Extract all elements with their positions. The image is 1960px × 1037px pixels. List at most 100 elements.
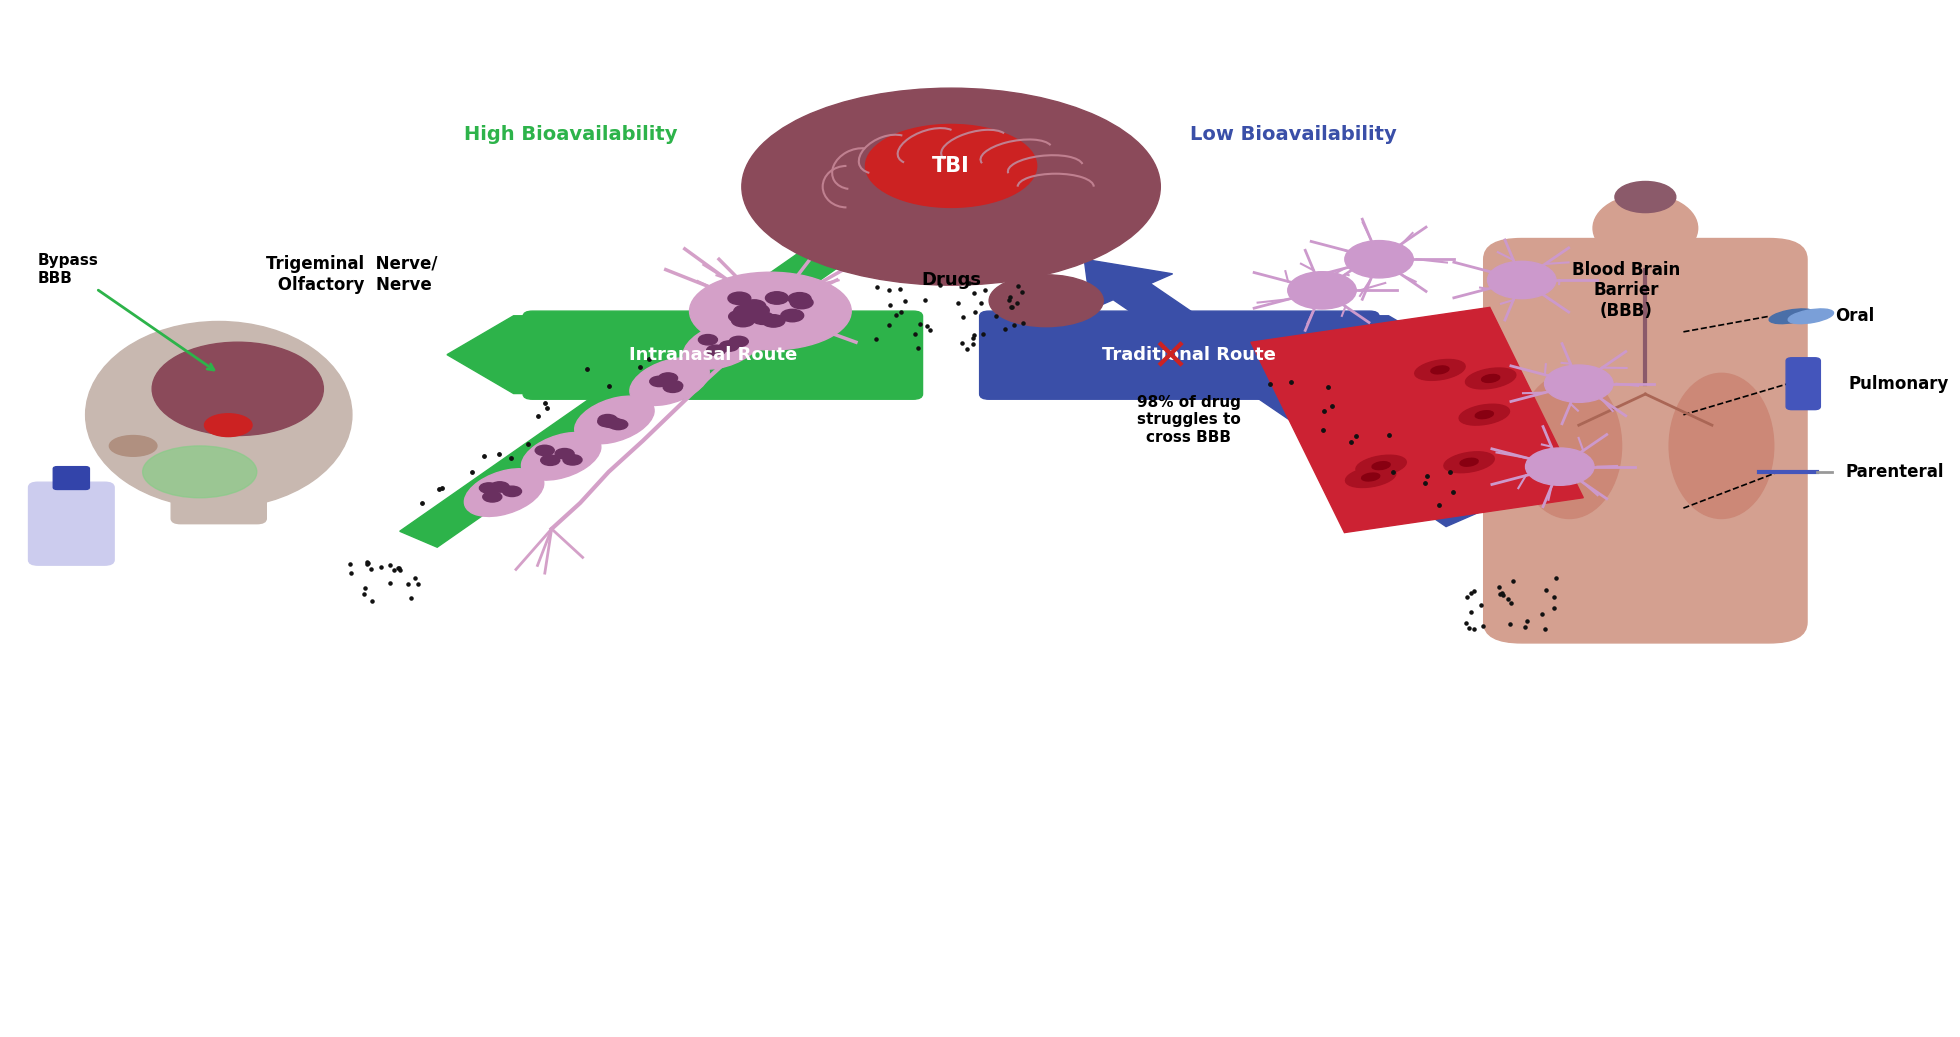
Point	[351, 556, 382, 572]
Ellipse shape	[204, 414, 253, 437]
Text: Parenteral: Parenteral	[1844, 463, 1944, 481]
Point	[1311, 379, 1343, 395]
Circle shape	[1544, 365, 1613, 402]
Point	[1335, 433, 1366, 450]
Point	[1435, 464, 1466, 480]
Circle shape	[1288, 272, 1356, 309]
Point	[994, 289, 1025, 306]
Point	[862, 279, 894, 296]
Point	[353, 555, 384, 571]
Ellipse shape	[1788, 309, 1833, 324]
Circle shape	[659, 373, 678, 384]
Point	[947, 335, 978, 352]
FancyBboxPatch shape	[171, 472, 267, 524]
Ellipse shape	[1458, 404, 1509, 425]
Ellipse shape	[629, 358, 710, 405]
Point	[351, 554, 382, 570]
Text: Low Bioavailability: Low Bioavailability	[1190, 125, 1397, 144]
Ellipse shape	[1445, 452, 1494, 473]
Point	[1458, 620, 1490, 637]
Circle shape	[790, 297, 813, 309]
Circle shape	[729, 310, 751, 323]
Point	[1307, 422, 1339, 439]
Ellipse shape	[1615, 181, 1676, 213]
Ellipse shape	[741, 88, 1160, 285]
Point	[860, 331, 892, 347]
Ellipse shape	[153, 342, 323, 436]
Point	[947, 308, 978, 325]
Circle shape	[788, 292, 811, 305]
Ellipse shape	[143, 446, 257, 498]
Point	[1495, 594, 1527, 611]
Point	[1486, 585, 1517, 601]
FancyBboxPatch shape	[523, 311, 923, 399]
Point	[374, 574, 406, 591]
Point	[1494, 590, 1525, 607]
Ellipse shape	[1476, 411, 1494, 419]
FancyBboxPatch shape	[1786, 358, 1821, 410]
Text: Traditional Route: Traditional Route	[1102, 345, 1276, 364]
Ellipse shape	[574, 396, 655, 444]
Point	[994, 291, 1025, 308]
Ellipse shape	[465, 469, 543, 516]
Text: Bypass
BBB: Bypass BBB	[37, 253, 214, 370]
Ellipse shape	[990, 275, 1103, 327]
Circle shape	[602, 418, 621, 428]
Text: Blood Brain
Barrier
(BBB): Blood Brain Barrier (BBB)	[1572, 260, 1680, 320]
Circle shape	[490, 482, 510, 493]
Point	[392, 576, 423, 592]
Text: TBI: TBI	[933, 156, 970, 176]
Circle shape	[502, 486, 521, 497]
Point	[1276, 373, 1307, 390]
Point	[1374, 426, 1405, 443]
Point	[1484, 579, 1515, 595]
Point	[874, 281, 906, 298]
Point	[968, 326, 1000, 342]
Point	[1484, 586, 1515, 602]
Ellipse shape	[1362, 473, 1380, 481]
Point	[958, 327, 990, 343]
Circle shape	[610, 419, 627, 429]
Point	[349, 580, 380, 596]
Circle shape	[662, 382, 682, 392]
Point	[970, 281, 1002, 298]
Point	[512, 436, 543, 452]
Point	[335, 556, 367, 572]
Text: Intranasal Route: Intranasal Route	[629, 345, 798, 364]
Text: Trigeminal  Nerve/
 Olfactory  Nerve: Trigeminal Nerve/ Olfactory Nerve	[267, 255, 437, 295]
Circle shape	[747, 304, 768, 316]
Text: Pulmonary: Pulmonary	[1848, 374, 1950, 393]
Point	[874, 317, 906, 334]
Circle shape	[719, 341, 739, 352]
Circle shape	[731, 314, 755, 327]
Point	[400, 569, 431, 586]
Point	[1002, 295, 1033, 311]
FancyArrow shape	[447, 316, 533, 394]
Point	[953, 275, 984, 291]
Circle shape	[541, 455, 561, 466]
Point	[625, 359, 657, 375]
FancyArrow shape	[400, 207, 894, 548]
Point	[384, 562, 416, 579]
Point	[1511, 613, 1543, 629]
Ellipse shape	[1415, 360, 1466, 381]
Point	[902, 340, 933, 357]
Point	[1494, 616, 1525, 633]
Point	[382, 560, 414, 577]
Point	[594, 377, 625, 394]
Point	[531, 400, 563, 417]
FancyArrow shape	[1370, 316, 1454, 394]
Ellipse shape	[690, 273, 851, 351]
Circle shape	[743, 300, 766, 312]
Point	[900, 326, 931, 342]
Point	[457, 464, 488, 480]
Point	[523, 408, 555, 424]
Point	[1497, 572, 1529, 589]
Point	[874, 297, 906, 313]
Circle shape	[1488, 261, 1556, 299]
Point	[1254, 375, 1286, 392]
Point	[1466, 597, 1497, 614]
Point	[384, 560, 416, 577]
Point	[1409, 475, 1441, 492]
Circle shape	[733, 305, 757, 317]
